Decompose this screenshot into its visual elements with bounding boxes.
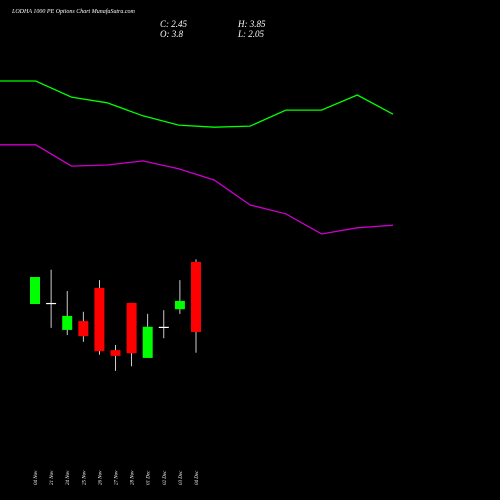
overlay-line [0, 80, 394, 128]
open-value: 3.8 [171, 29, 184, 39]
open-label: O: [160, 29, 170, 39]
high-readout: H: 3.85 [237, 19, 266, 29]
x-tick-label: 25 Nov [82, 470, 87, 485]
close-readout: C: 2.45 [160, 19, 188, 29]
close-value: 2.45 [171, 19, 187, 29]
low-label: L: [237, 29, 246, 39]
candle-body [94, 287, 105, 352]
x-tick-label: 04 Nov [34, 470, 39, 485]
candle-body [62, 315, 73, 330]
x-tick-label: 03 Dec [179, 470, 184, 485]
candle-body [191, 261, 201, 332]
x-tick-label: 02 Dec [163, 470, 168, 485]
low-readout: L: 2.05 [237, 29, 265, 39]
open-readout: O: 3.8 [160, 29, 184, 39]
low-value: 2.05 [248, 29, 264, 39]
overlay-line [0, 144, 394, 235]
high-value: 3.85 [249, 19, 266, 29]
x-tick-label: 24 Nov [66, 470, 71, 485]
x-tick-label: 27 Nov [115, 470, 120, 485]
candle-body [78, 321, 89, 337]
high-label: H: [237, 19, 248, 29]
x-tick-label: 04 Dec [195, 470, 200, 485]
candle-body [30, 277, 40, 304]
x-tick-label: 01 Dec [147, 470, 152, 485]
close-label: C: [160, 19, 169, 29]
candle-body [158, 326, 169, 329]
x-tick-label: 26 Nov [98, 470, 103, 485]
candle-body [174, 300, 185, 310]
x-tick-label: 28 Nov [131, 470, 136, 485]
candle-body [126, 302, 137, 354]
candle-body [142, 326, 153, 358]
candle-body [46, 302, 57, 305]
candle-body [110, 350, 121, 356]
chart-title: LODHA 1000 PE Options Chart MunafaSutra.… [11, 8, 136, 15]
x-tick-label: 21 Nov [50, 470, 55, 485]
